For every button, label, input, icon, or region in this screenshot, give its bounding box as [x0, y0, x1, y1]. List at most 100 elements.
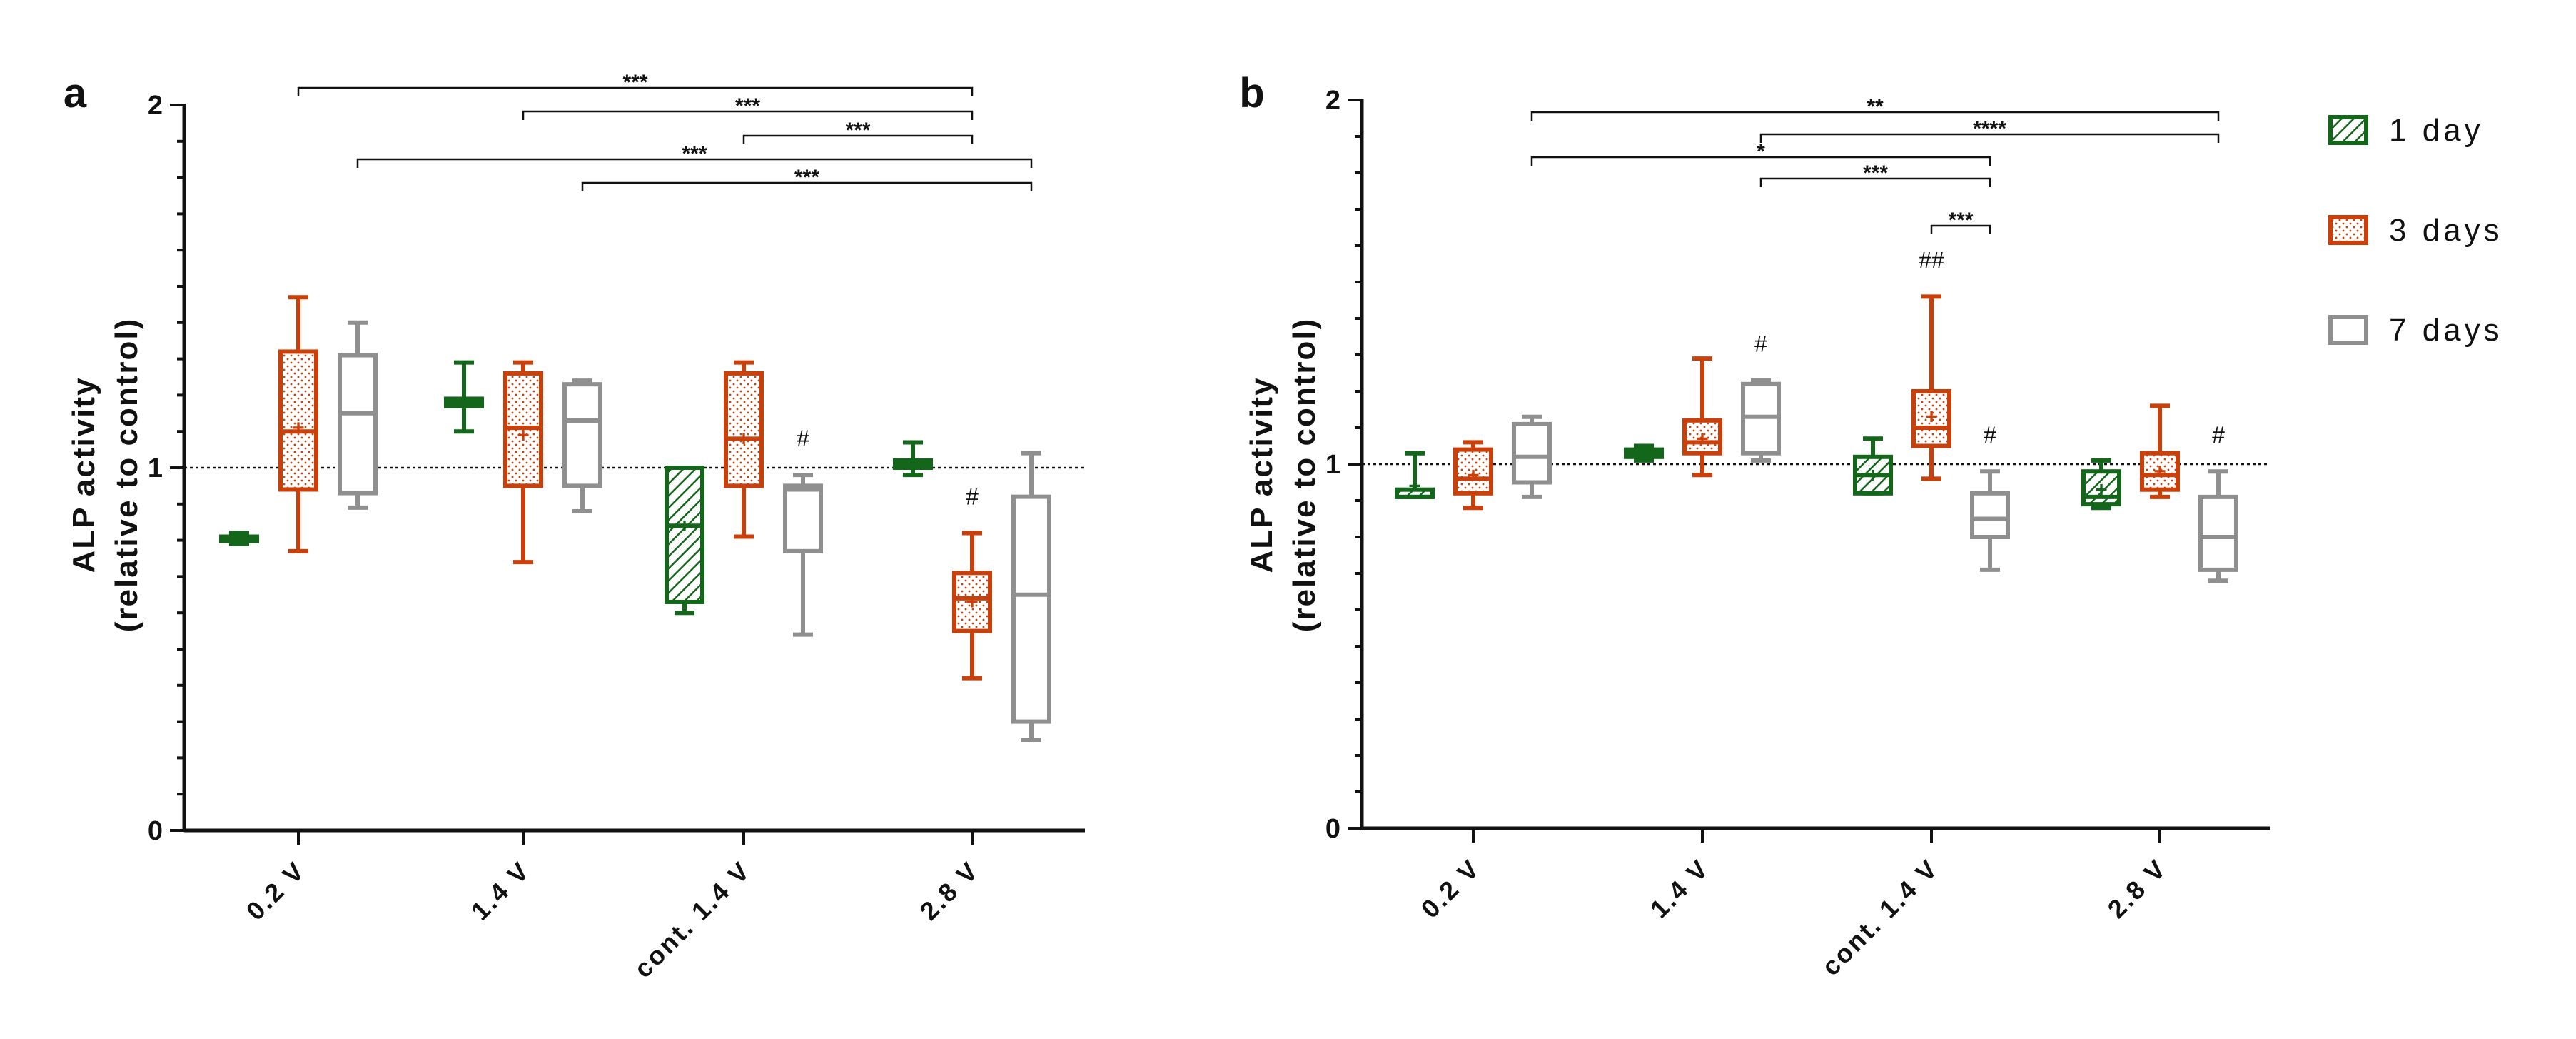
box-1-1: + — [1682, 356, 1722, 478]
panel-a: a ALP activity (relative to control) 0 1 2 0.2… — [64, 70, 1085, 983]
bracket-line — [1930, 224, 1991, 234]
box-rect — [783, 483, 823, 553]
mean-marker: + — [966, 591, 979, 614]
box-2-1 — [1741, 378, 1781, 463]
box-2-1 — [562, 378, 602, 513]
box-rect — [1011, 494, 1051, 724]
mean-marker: + — [1637, 442, 1650, 466]
bracket-label: ** — [1867, 95, 1884, 119]
significance-bracket: **** — [1759, 117, 2220, 143]
box-rect — [2198, 494, 2238, 572]
y-axis-title-line1: ALP activity — [1244, 376, 1279, 573]
x-tick-label: 0.2 V — [241, 855, 311, 926]
y-axis-title-line2: (relative to control) — [1287, 318, 1322, 633]
box-rect — [338, 353, 378, 496]
bracket-line — [1530, 111, 2220, 121]
mean-marker: + — [737, 427, 750, 451]
y-axis-title-line2: (relative to control) — [109, 318, 144, 633]
legend-swatch — [2328, 315, 2368, 345]
bracket-label: *** — [1863, 161, 1888, 185]
mean-marker: + — [458, 391, 470, 415]
bracket-label: *** — [682, 142, 707, 166]
legend-label: 1 day — [2389, 113, 2484, 148]
panel-label: a — [64, 70, 87, 116]
bracket-label: *** — [845, 119, 870, 142]
box-2-3 — [2198, 469, 2238, 583]
bracket-line — [356, 158, 1033, 168]
box-1-2: + — [724, 360, 764, 539]
y-tick-label: 0 — [1325, 814, 1340, 844]
box-rect — [2140, 451, 2180, 492]
bracket-line — [742, 134, 974, 144]
mean-marker: + — [1696, 427, 1709, 451]
hash-mark: # — [2212, 422, 2225, 448]
mean-marker: + — [233, 527, 246, 551]
mean-marker: + — [1925, 406, 1938, 429]
x-tick-label: 2.8 V — [2102, 853, 2173, 924]
mean-marker: + — [1867, 463, 1879, 487]
box-rect — [1911, 389, 1951, 448]
box-0-2: + — [1853, 436, 1893, 496]
box-rect — [278, 349, 318, 492]
x-tick-label: 1.4 V — [1645, 853, 1715, 924]
box-rect — [952, 571, 992, 633]
significance-bracket: *** — [581, 166, 1033, 191]
box-1-3: + — [2140, 403, 2180, 499]
bracket-label: *** — [1948, 209, 1973, 232]
bracket-label: *** — [735, 94, 760, 118]
x-tick-label: 0.2 V — [1415, 853, 1486, 924]
hash-mark: # — [797, 426, 809, 451]
box-2-0 — [338, 320, 378, 510]
bracket-line — [297, 86, 974, 96]
mean-marker: + — [906, 453, 919, 476]
significance-bracket: *** — [1930, 209, 1991, 234]
panel-b: b ALP activity (relative to control) 0 1 2 0.2… — [1239, 70, 2270, 981]
mean-marker: + — [292, 416, 305, 440]
box-0-0: + — [219, 527, 259, 551]
legend-swatch — [2328, 115, 2368, 145]
box-rect — [1512, 421, 1552, 485]
mean-marker: + — [678, 514, 691, 538]
y-tick-label: 1 — [148, 453, 163, 483]
x-tick-label: 2.8 V — [914, 855, 985, 926]
hash-mark: # — [1984, 422, 1996, 448]
mean-marker: + — [1408, 475, 1421, 498]
legend-label: 7 days — [2389, 313, 2503, 348]
y-tick-label: 2 — [1325, 86, 1340, 116]
box-1-0: + — [278, 295, 318, 553]
y-tick-label: 0 — [148, 816, 163, 846]
significance-bracket: *** — [356, 142, 1033, 168]
box-rect — [724, 371, 764, 488]
mean-marker: + — [2095, 478, 2108, 502]
significance-bracket: *** — [742, 119, 974, 144]
box-0-3: + — [2081, 458, 2121, 511]
box-0-0: + — [1395, 451, 1435, 499]
box-1-3: + — [952, 531, 992, 681]
mean-marker: + — [2153, 460, 2166, 483]
legend-item: 3 days — [2328, 213, 2500, 248]
bracket-line — [1759, 133, 2220, 143]
x-tick-label: cont. 1.4 V — [1816, 853, 1944, 982]
bracket-label: *** — [794, 166, 819, 189]
legend-item: 1 day — [2328, 113, 2484, 148]
significance-bracket: * — [1530, 140, 1991, 166]
bracket-label: *** — [622, 71, 647, 94]
box-rect — [1970, 491, 2010, 539]
bracket-line — [522, 110, 974, 120]
y-axis-title-line1: ALP activity — [66, 376, 101, 573]
y-tick-label: 1 — [1325, 450, 1340, 480]
x-tick-label: cont. 1.4 V — [628, 855, 757, 984]
legend: 1 day 3 days 7 days — [2328, 113, 2503, 348]
bracket-label: * — [1757, 140, 1765, 164]
bracket-line — [581, 181, 1033, 191]
box-2-3 — [1011, 451, 1051, 742]
bracket-label: **** — [1973, 117, 2006, 141]
legend-swatch — [2328, 215, 2368, 245]
box-0-2: + — [665, 466, 704, 616]
panel-label: b — [1239, 70, 1264, 116]
box-2-2 — [783, 473, 823, 637]
legend-item: 7 days — [2328, 313, 2503, 348]
box-rect — [665, 466, 704, 604]
bracket-line — [1759, 177, 1991, 187]
